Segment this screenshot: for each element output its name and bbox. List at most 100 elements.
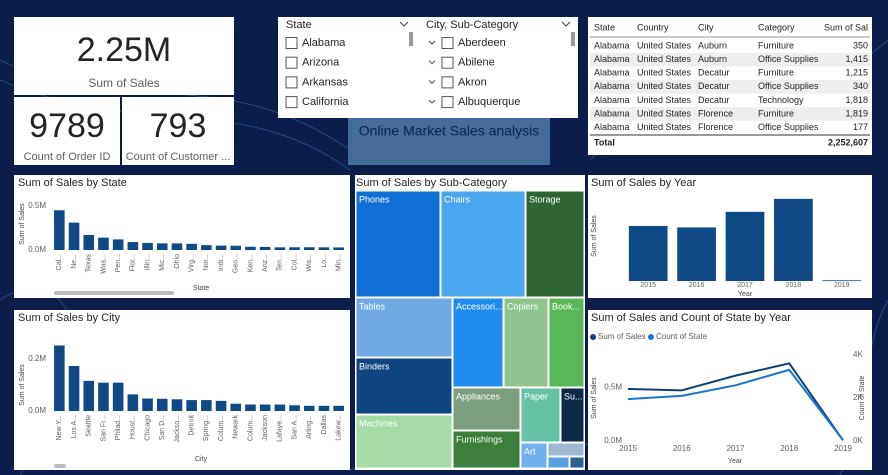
treemap-tile (440, 190, 526, 298)
bar (230, 403, 242, 411)
treemap-tile (452, 387, 521, 431)
chart-title: Sum of Sales by Year (591, 177, 697, 189)
slicer-item[interactable]: California (302, 96, 349, 108)
axis-title: Sum of Sales (19, 364, 26, 406)
x-tick-label: Jackso... (174, 415, 181, 443)
bar (822, 280, 862, 282)
table-cell: Auburn (698, 54, 727, 64)
slicer-item[interactable]: Albuquerque (458, 96, 520, 108)
bar (333, 405, 344, 411)
bar (171, 243, 183, 250)
bar (274, 404, 286, 411)
table-cell: Alabama (594, 54, 630, 64)
x-tick-label: Los A... (71, 415, 78, 438)
slicer-item[interactable]: Arizona (302, 57, 340, 69)
table-cell: Office Supplies (758, 122, 819, 132)
checkbox[interactable] (441, 56, 454, 69)
bar (303, 405, 315, 411)
x-tick-label: 2017 (737, 282, 753, 289)
expand-chevron[interactable] (428, 80, 436, 85)
scrollbar (409, 32, 413, 46)
scrollbar (571, 32, 575, 46)
legend-label: Count of State (656, 332, 708, 341)
table-cell: Furniture (758, 68, 794, 78)
chevron[interactable] (399, 21, 409, 27)
treemap-label: Tables (359, 301, 386, 311)
table-cell: 1,215 (845, 68, 868, 78)
y-tick-label: 0.0M (28, 406, 46, 415)
table-cell: Florence (698, 108, 733, 118)
checkbox[interactable] (441, 76, 454, 89)
treemap-tile (525, 190, 585, 298)
x-tick-label: 2019 (834, 282, 850, 289)
table-cell: United States (637, 122, 692, 132)
checkbox[interactable] (441, 37, 454, 49)
card (14, 17, 234, 95)
slicer-item[interactable]: Akron (458, 76, 487, 88)
x-tick-label: Ariz... (262, 254, 269, 272)
x-tick-label: Colum... (218, 415, 225, 441)
checkbox[interactable] (285, 56, 298, 69)
table-cell: 1,819 (845, 108, 868, 118)
table-cell: Alabama (594, 81, 630, 91)
line-series (627, 368, 844, 441)
slicer-item[interactable]: Aberdeen (458, 37, 506, 49)
checkbox[interactable] (285, 76, 298, 89)
bar (318, 247, 330, 250)
axis-title: Count of State (859, 376, 866, 421)
y-tick-label: 0.0M (28, 245, 46, 254)
bar (245, 246, 256, 250)
x-tick-label: Ohio (174, 254, 181, 269)
treemap-tile (569, 456, 585, 469)
slicer-item[interactable]: Arkansas (302, 76, 348, 88)
table-header: Sum of Sal (824, 22, 868, 32)
bar (259, 246, 271, 250)
checkbox[interactable] (285, 37, 298, 49)
checkbox[interactable] (441, 96, 454, 109)
x-tick-label: Cal... (56, 254, 63, 270)
scrollbar (54, 291, 174, 295)
x-tick-label: 2015 (619, 444, 637, 453)
table-cell: United States (637, 54, 692, 64)
chevron[interactable] (561, 21, 571, 27)
bar (201, 400, 212, 411)
table-header: Category (758, 22, 795, 32)
expand-chevron[interactable] (428, 99, 436, 104)
expand-chevron[interactable] (428, 60, 436, 65)
bar (68, 222, 80, 250)
bar (127, 242, 139, 250)
expand-chevron[interactable] (428, 40, 436, 45)
axis-title: State (193, 285, 209, 292)
treemap-label: Paper (524, 391, 548, 401)
x-tick-label: Min... (335, 254, 342, 271)
x-tick-label: 2016 (689, 282, 705, 289)
table-total: 2,252,607 (828, 137, 868, 147)
x-tick-label: 2018 (786, 282, 802, 289)
table-cell: United States (637, 40, 692, 50)
y-tick-label: 0.5M (604, 382, 622, 391)
banner (348, 118, 550, 165)
slicer-item[interactable]: Abilene (458, 57, 495, 69)
y2-tick-label: 2K (853, 393, 863, 402)
scrollbar (54, 464, 66, 468)
table-cell: Furniture (758, 40, 794, 50)
bar (274, 247, 286, 250)
x-tick-label: Lafaye... (277, 415, 284, 442)
legend-label: Sum of Sales (598, 332, 646, 341)
treemap-tile (547, 442, 585, 457)
bar (98, 237, 109, 250)
slicer-item[interactable]: Alabama (302, 37, 346, 49)
table-cell: 340 (853, 81, 868, 91)
bar (333, 247, 344, 250)
x-tick-label: Philad... (115, 415, 122, 440)
card-value: 793 (150, 107, 207, 145)
y-tick-label: 0.2M (28, 354, 46, 363)
chart-title: Sum of Sales by Sub-Category (356, 177, 508, 189)
bar (245, 404, 256, 411)
x-tick-label: Dallas (321, 415, 328, 435)
x-tick-label: Nor... (203, 254, 210, 271)
bar (142, 398, 153, 411)
x-tick-label: Lo... (321, 254, 328, 268)
bar (215, 245, 227, 250)
checkbox[interactable] (285, 96, 298, 109)
